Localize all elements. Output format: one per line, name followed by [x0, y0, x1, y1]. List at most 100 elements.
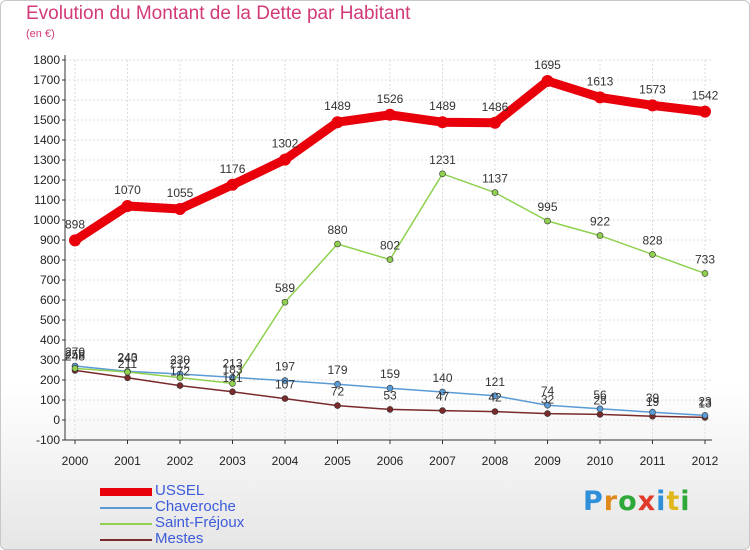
data-point-ussel: [69, 234, 81, 247]
data-point-saint-frejoux: [124, 368, 131, 376]
x-tick-label: 2011: [640, 454, 666, 468]
data-label-chaveroche: 243: [117, 350, 137, 364]
chart-subtitle: (en €): [26, 28, 55, 40]
y-tick-label: 1500: [33, 113, 60, 127]
data-label-ussel: 1526: [377, 92, 404, 106]
data-label-mestes: 172: [170, 365, 190, 379]
data-label-saint-frejoux: 922: [590, 215, 610, 229]
data-point-chaveroche: [281, 377, 289, 384]
data-label-mestes: 47: [436, 390, 450, 404]
data-label-saint-frejoux: 1137: [482, 172, 508, 186]
data-label-mestes: 53: [383, 388, 397, 402]
data-label-mestes: 28: [593, 393, 607, 407]
data-label-ussel: 1302: [272, 137, 299, 151]
data-label-ussel: 1613: [587, 74, 614, 88]
data-point-saint-frejoux: [281, 298, 289, 306]
y-tick-label: 900: [40, 233, 60, 247]
x-tick-label: 2009: [534, 454, 561, 468]
data-label-ussel: 1489: [324, 99, 351, 113]
data-label-chaveroche: 56: [593, 388, 607, 402]
x-tick-label: 2002: [167, 454, 194, 468]
data-point-chaveroche: [439, 388, 446, 396]
data-point-saint-frejoux: [596, 232, 604, 239]
y-tick-label: 1800: [33, 53, 60, 67]
data-point-saint-frejoux: [491, 189, 499, 196]
logo-letter: t: [666, 486, 681, 517]
data-point-mestes: [176, 382, 184, 389]
data-point-mestes: [491, 408, 499, 415]
logo-letter: r: [603, 486, 619, 517]
data-point-ussel: [331, 116, 344, 129]
y-tick-label: 1100: [34, 193, 60, 207]
logo-letter: o: [618, 486, 638, 517]
data-label-saint-frejoux: 589: [275, 281, 295, 295]
data-point-mestes: [386, 406, 394, 413]
x-tick-label: 2010: [587, 454, 614, 468]
data-label-saint-frejoux: 183: [222, 362, 242, 376]
data-label-chaveroche: 213: [222, 356, 242, 370]
proxiti-logo: Proxiti: [583, 486, 691, 517]
y-tick-label: 1700: [33, 73, 60, 87]
data-point-chaveroche: [334, 380, 341, 388]
x-tick-label: 2003: [219, 454, 246, 468]
data-point-saint-frejoux: [229, 380, 236, 387]
data-point-ussel: [384, 108, 396, 121]
data-label-ussel: 1489: [429, 99, 456, 113]
legend-label-ussel: USSEL: [155, 482, 205, 499]
y-tick-label: 500: [40, 313, 60, 327]
y-tick-label: 600: [40, 293, 60, 307]
data-label-saint-frejoux: 1231: [429, 153, 456, 167]
data-point-chaveroche: [596, 405, 604, 413]
data-label-mestes: 107: [275, 378, 295, 392]
data-point-mestes: [281, 395, 289, 402]
data-label-chaveroche: 39: [646, 391, 660, 405]
data-point-ussel: [699, 105, 711, 118]
data-label-ussel: 898: [65, 217, 85, 231]
y-tick-label: -100: [36, 433, 60, 447]
data-label-saint-frejoux: 258: [65, 347, 85, 361]
data-label-ussel: 1176: [220, 162, 246, 176]
legend-swatch-chaveroche: [100, 507, 152, 509]
data-point-saint-frejoux: [176, 374, 184, 381]
data-label-chaveroche: 179: [327, 363, 347, 377]
data-point-mestes: [334, 402, 341, 409]
data-label-mestes: 211: [118, 357, 137, 371]
x-tick-label: 2000: [62, 454, 89, 468]
data-labels-layer: 248 211 172 141 107 72 53 47 42 32 28 19 13 270 243 230…: [65, 58, 719, 410]
data-point-saint-frejoux: [649, 251, 656, 258]
data-point-saint-frejoux: [386, 256, 394, 263]
data-point-mestes: [439, 407, 446, 414]
data-point-mestes: [124, 374, 131, 382]
data-label-chaveroche: 197: [275, 360, 295, 374]
logo-letter: P: [583, 486, 604, 517]
data-point-ussel: [489, 116, 501, 129]
data-label-saint-frejoux: 212: [170, 357, 190, 371]
data-point-ussel: [279, 153, 291, 166]
data-label-ussel: 1070: [114, 183, 141, 197]
data-label-chaveroche: 140: [432, 371, 452, 385]
y-tick-label: 800: [40, 253, 60, 267]
legend-swatch-ussel: [100, 488, 152, 496]
data-label-mestes: 19: [646, 395, 660, 409]
legend-swatch-mestes: [100, 539, 152, 541]
data-label-saint-frejoux: 880: [327, 223, 347, 237]
data-label-mestes: 248: [65, 349, 85, 363]
legend-label-saint-frejoux: Saint-Fréjoux: [155, 514, 245, 531]
x-tick-label: 2007: [429, 454, 456, 468]
data-point-mestes: [596, 411, 604, 418]
data-point-mestes: [229, 388, 236, 396]
x-tick-label: 2001: [114, 454, 141, 468]
data-label-mestes: 13: [698, 396, 712, 410]
y-tick-label: 300: [40, 353, 60, 367]
data-label-chaveroche: 159: [380, 367, 400, 381]
x-tick-label: 2006: [377, 454, 404, 468]
data-label-saint-frejoux: 828: [642, 233, 662, 247]
y-tick-label: 700: [40, 273, 60, 287]
data-point-chaveroche: [386, 384, 394, 392]
logo-letter: i: [680, 486, 691, 517]
data-point-ussel: [646, 99, 659, 112]
y-tick-label: 1400: [33, 133, 60, 147]
chart-title: Evolution du Montant de la Dette par Hab…: [26, 3, 411, 24]
